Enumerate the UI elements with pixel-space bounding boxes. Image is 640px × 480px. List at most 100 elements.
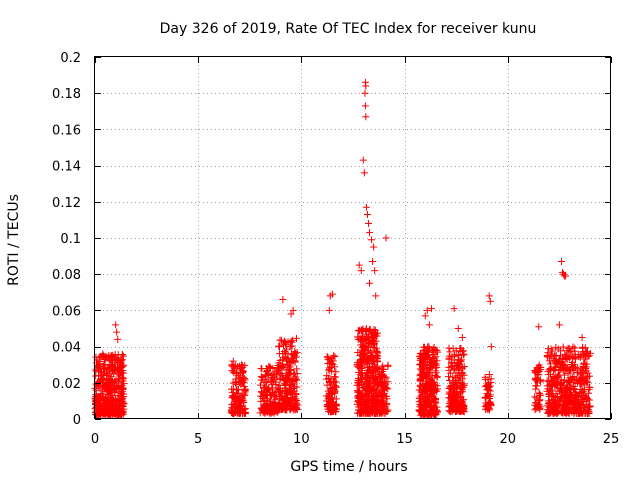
data-point: [448, 363, 456, 371]
data-point: [327, 357, 335, 365]
data-point: [371, 329, 379, 337]
data-point: [118, 351, 126, 359]
data-point: [416, 383, 424, 391]
data-point: [454, 372, 462, 380]
data-point: [551, 406, 559, 414]
data-point: [362, 327, 370, 335]
data-point: [578, 334, 586, 342]
data-point: [114, 335, 122, 343]
data-point: [360, 357, 368, 365]
data-point: [419, 358, 427, 366]
data-point: [327, 363, 335, 371]
x-tick-label: 25: [603, 432, 620, 447]
data-point: [361, 350, 369, 358]
data-point: [114, 397, 122, 405]
data-point: [358, 336, 366, 344]
data-point: [568, 362, 576, 370]
data-point: [119, 352, 127, 360]
data-point: [583, 360, 591, 368]
data-point: [584, 378, 592, 386]
data-point: [284, 361, 292, 369]
data-point: [361, 89, 369, 97]
data-point: [580, 395, 588, 403]
data-point: [553, 359, 561, 367]
data-point: [291, 348, 299, 356]
data-point: [421, 312, 429, 320]
data-point: [359, 376, 367, 384]
data-point: [367, 408, 375, 416]
data-point: [106, 367, 114, 375]
data-point: [275, 381, 283, 389]
data-point: [485, 371, 493, 379]
data-point: [99, 351, 107, 359]
data-point: [366, 279, 374, 287]
data-point: [485, 292, 493, 300]
data-point: [531, 393, 539, 401]
data-point: [535, 323, 543, 331]
data-point: [229, 357, 237, 365]
data-point: [120, 393, 128, 401]
data-point: [331, 353, 339, 361]
data-point: [580, 378, 588, 386]
data-point: [292, 334, 300, 342]
data-point: [330, 404, 338, 412]
data-point: [544, 409, 552, 417]
data-point: [374, 369, 382, 377]
y-tick-label: 0.16: [52, 123, 81, 138]
data-point: [561, 361, 569, 369]
data-point: [583, 375, 591, 383]
data-point: [117, 381, 125, 389]
data-point: [548, 347, 556, 355]
data-point: [236, 375, 244, 383]
data-point: [356, 368, 364, 376]
data-point: [292, 390, 300, 398]
data-point: [577, 370, 585, 378]
data-point: [235, 403, 243, 411]
data-point: [453, 360, 461, 368]
data-point: [545, 357, 553, 365]
data-point: [487, 401, 495, 409]
data-point: [119, 367, 127, 375]
data-point: [359, 156, 367, 164]
grid: [95, 57, 611, 419]
data-point: [240, 383, 248, 391]
data-point: [375, 380, 383, 388]
data-point: [487, 379, 495, 387]
data-point: [456, 357, 464, 365]
data-point: [552, 379, 560, 387]
data-point: [287, 342, 295, 350]
data-point: [279, 360, 287, 368]
data-point: [290, 357, 298, 365]
data-point: [576, 401, 584, 409]
data-point: [450, 388, 458, 396]
data-point: [114, 383, 122, 391]
data-point: [426, 392, 434, 400]
data-point: [552, 358, 560, 366]
data-point: [561, 402, 569, 410]
data-point: [547, 399, 555, 407]
data-point: [323, 353, 331, 361]
data-point: [585, 383, 593, 391]
data-point: [362, 82, 370, 90]
data-point: [263, 392, 271, 400]
data-point: [379, 371, 387, 379]
data-point: [563, 393, 571, 401]
data-point: [533, 375, 541, 383]
data-point: [331, 383, 339, 391]
data-point: [331, 389, 339, 397]
data-point: [429, 405, 437, 413]
data-point: [427, 305, 435, 313]
data-point: [361, 102, 369, 110]
data-point: [119, 410, 127, 418]
data-point: [357, 346, 365, 354]
data-point: [288, 380, 296, 388]
data-point: [569, 343, 577, 351]
data-point: [279, 341, 287, 349]
data-point: [282, 406, 290, 414]
y-tick-label: 0.14: [52, 160, 81, 175]
data-point: [281, 381, 289, 389]
data-point: [568, 375, 576, 383]
data-point: [242, 386, 250, 394]
data-point: [112, 321, 120, 329]
data-point: [579, 363, 587, 371]
